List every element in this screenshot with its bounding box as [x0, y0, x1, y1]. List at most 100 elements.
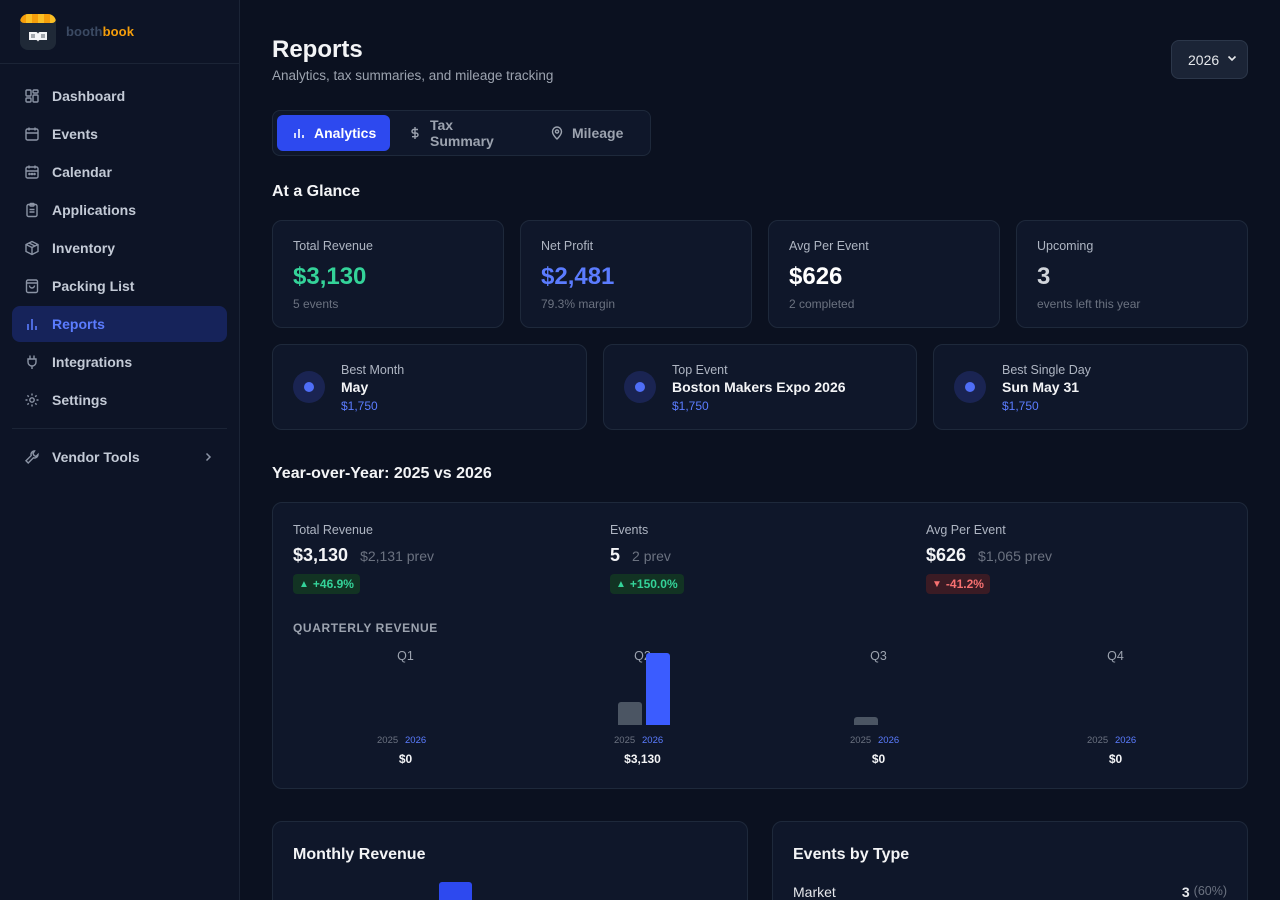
- sidebar-item-integrations[interactable]: Integrations: [12, 344, 227, 380]
- stat-sub: 5 events: [293, 297, 339, 311]
- stat-value: $3,130: [293, 263, 367, 290]
- monthly-revenue-card: Monthly Revenue: [272, 821, 748, 900]
- triangle-up-icon: ▲: [299, 578, 309, 590]
- quarterly-revenue-title: QUARTERLY REVENUE: [293, 621, 438, 635]
- sidebar-item-label: Applications: [52, 202, 137, 218]
- sidebar-nav: Dashboard Events Calendar Applications I…: [0, 64, 239, 475]
- map-pin-icon: [550, 126, 564, 140]
- bar-2025: [618, 702, 642, 725]
- series-label-current: 2026: [878, 735, 900, 746]
- dot-icon: [293, 371, 325, 403]
- events-by-type-heading: Events by Type: [793, 846, 910, 863]
- tab-label: Tax Summary: [430, 117, 494, 149]
- tab-label: Mileage: [572, 125, 624, 141]
- stat-value: $626: [789, 263, 843, 290]
- highlight-card-best-month: Best Month May $1,750: [272, 344, 587, 430]
- sidebar-item-label: Reports: [52, 316, 105, 332]
- series-label-current: 2026: [642, 735, 664, 746]
- sidebar-item-vendor-tools[interactable]: Vendor Tools: [12, 439, 227, 475]
- quarter-label: Q3: [870, 649, 887, 663]
- clipboard-icon: [24, 202, 40, 218]
- quarter-total: $0: [1108, 752, 1123, 766]
- yoy-heading: Year-over-Year: 2025 vs 2026: [272, 465, 492, 482]
- stat-card-avg-per-event: Avg Per Event $626 2 completed: [768, 220, 1000, 328]
- yoy-label: Avg Per Event: [926, 523, 1006, 537]
- page-subtitle: Analytics, tax summaries, and mileage tr…: [272, 68, 554, 83]
- sidebar-item-label: Packing List: [52, 278, 135, 294]
- bar-chart-icon: [292, 126, 306, 140]
- stat-label: Total Revenue: [293, 239, 373, 253]
- chevron-down-icon: [1227, 55, 1237, 62]
- stat-value: $2,481: [541, 263, 615, 290]
- event-type-row: Market 3 (60%): [793, 884, 1227, 900]
- plug-icon: [24, 354, 40, 370]
- triangle-up-icon: ▲: [616, 578, 626, 590]
- change-badge: ▲ +46.9%: [293, 574, 360, 594]
- sidebar-item-label: Settings: [52, 392, 108, 408]
- quarter-label: Q1: [397, 649, 414, 663]
- monthly-revenue-bar: [439, 882, 472, 900]
- bag-icon: [24, 278, 40, 294]
- wrench-icon: [24, 449, 40, 465]
- year-select-value: 2026: [1188, 51, 1220, 68]
- highlight-value: Boston Makers Expo 2026: [672, 379, 846, 395]
- sidebar-item-reports[interactable]: Reports: [12, 306, 227, 342]
- calendar-icon: [24, 126, 40, 142]
- yoy-value: $626: [926, 545, 967, 565]
- sidebar-item-applications[interactable]: Applications: [12, 192, 227, 228]
- brand[interactable]: boothbook: [0, 0, 239, 64]
- highlight-value: May: [341, 379, 369, 395]
- sidebar-item-label: Integrations: [52, 354, 133, 370]
- stat-label: Net Profit: [541, 239, 594, 253]
- quarter-column-q1: Q1 2025 2026 $0: [293, 647, 518, 777]
- event-type-percent: (60%): [1193, 884, 1227, 898]
- sidebar-item-settings[interactable]: Settings: [12, 382, 227, 418]
- sidebar-item-inventory[interactable]: Inventory: [12, 230, 227, 266]
- event-type-count: 3: [1181, 884, 1190, 900]
- highlight-amount: $1,750: [1002, 399, 1039, 413]
- boothbook-logo: [20, 13, 56, 50]
- change-badge: ▼ -41.2%: [926, 574, 990, 594]
- yoy-prev: 2 prev: [632, 548, 671, 564]
- yoy-prev: $2,131 prev: [360, 548, 435, 564]
- sidebar-item-packing-list[interactable]: Packing List: [12, 268, 227, 304]
- tab-label: Analytics: [314, 125, 377, 141]
- change-badge: ▲ +150.0%: [610, 574, 684, 594]
- at-a-glance-heading: At a Glance: [272, 183, 361, 200]
- yoy-value: 5: [610, 545, 621, 565]
- gear-icon: [24, 392, 40, 408]
- quarter-column-q2: Q2 2025 2026 $3,130: [530, 647, 755, 777]
- brand-name: boothbook: [66, 24, 135, 39]
- highlight-amount: $1,750: [672, 399, 709, 413]
- sidebar-item-label: Vendor Tools: [52, 449, 140, 465]
- quarter-total: $0: [398, 752, 413, 766]
- stat-label: Upcoming: [1037, 239, 1094, 253]
- monthly-revenue-heading: Monthly Revenue: [293, 846, 426, 863]
- highlight-card-best-single-day: Best Single Day Sun May 31 $1,750: [933, 344, 1248, 430]
- package-icon: [24, 240, 40, 256]
- stat-value: 3: [1037, 263, 1051, 290]
- highlight-label: Best Single Day: [1002, 363, 1091, 377]
- quarter-column-q4: Q4 2025 2026 $0: [1003, 647, 1228, 777]
- yoy-prev: $1,065 prev: [978, 548, 1052, 564]
- tab-mileage[interactable]: Mileage: [534, 115, 644, 151]
- tab-analytics[interactable]: Analytics: [277, 115, 390, 151]
- quarter-total: $0: [871, 752, 886, 766]
- stat-sub: events left this year: [1037, 297, 1141, 311]
- stat-card-total-revenue: Total Revenue $3,130 5 events: [272, 220, 504, 328]
- quarter-label: Q4: [1107, 649, 1124, 663]
- sidebar-item-events[interactable]: Events: [12, 116, 227, 152]
- series-label-prev: 2025: [850, 735, 872, 746]
- quarter-column-q3: Q3 2025 2026 $0: [766, 647, 991, 777]
- tab-tax-summary[interactable]: Tax Summary: [390, 115, 534, 151]
- sidebar-item-label: Inventory: [52, 240, 116, 256]
- yoy-metric-total-revenue: Total Revenue $3,130 $2,131 prev ▲ +46.9%: [293, 523, 434, 594]
- sidebar-item-label: Calendar: [52, 164, 112, 180]
- report-tabs: Analytics Tax Summary Mileage: [272, 110, 651, 156]
- sidebar-item-calendar[interactable]: Calendar: [12, 154, 227, 190]
- highlight-label: Best Month: [341, 363, 405, 377]
- year-select[interactable]: 2026: [1171, 40, 1248, 79]
- sidebar-item-dashboard[interactable]: Dashboard: [12, 78, 227, 114]
- yoy-card: Total Revenue $3,130 $2,131 prev ▲ +46.9% …: [272, 502, 1248, 789]
- yoy-label: Total Revenue: [293, 523, 373, 537]
